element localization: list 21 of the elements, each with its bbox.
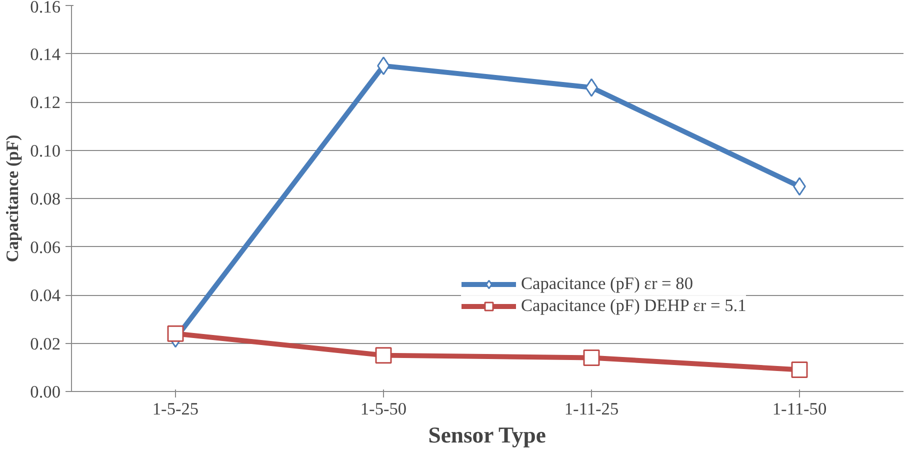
legend-label: Capacitance (pF) DEHP εr = 5.1 bbox=[521, 296, 746, 316]
y-tick-label: 0.14 bbox=[30, 44, 61, 64]
x-axis-title: Sensor Type bbox=[428, 422, 546, 448]
point bbox=[167, 325, 184, 342]
y-tick-label: 0.02 bbox=[30, 334, 61, 354]
y-tick-label: 0.08 bbox=[30, 190, 61, 208]
y-tick-label: 0.00 bbox=[30, 382, 61, 402]
y-tick-label: 0.04 bbox=[30, 286, 61, 305]
point bbox=[791, 362, 808, 378]
point bbox=[375, 347, 392, 364]
point bbox=[583, 349, 600, 366]
y-tick-label: 0.16 bbox=[30, 0, 61, 16]
x-tick-label: 1-5-50 bbox=[360, 400, 407, 418]
x-tick-label: 1-11-50 bbox=[772, 400, 827, 418]
y-axis-title: Capacitance (pF) bbox=[3, 134, 22, 262]
x-tick-label: 1-5-25 bbox=[152, 400, 199, 418]
y-tick-label: 0.10 bbox=[30, 141, 61, 160]
y-tick-label: 0.12 bbox=[30, 93, 61, 112]
legend-label: Capacitance (pF) εr = 80 bbox=[521, 274, 693, 294]
x-tick-label: 1-11-25 bbox=[564, 400, 619, 418]
y-tick-label: 0.06 bbox=[30, 238, 61, 257]
